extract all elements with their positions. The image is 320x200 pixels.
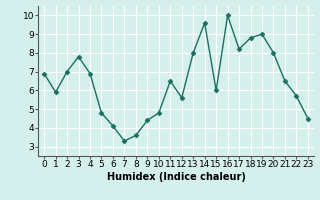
X-axis label: Humidex (Indice chaleur): Humidex (Indice chaleur)	[107, 172, 245, 182]
